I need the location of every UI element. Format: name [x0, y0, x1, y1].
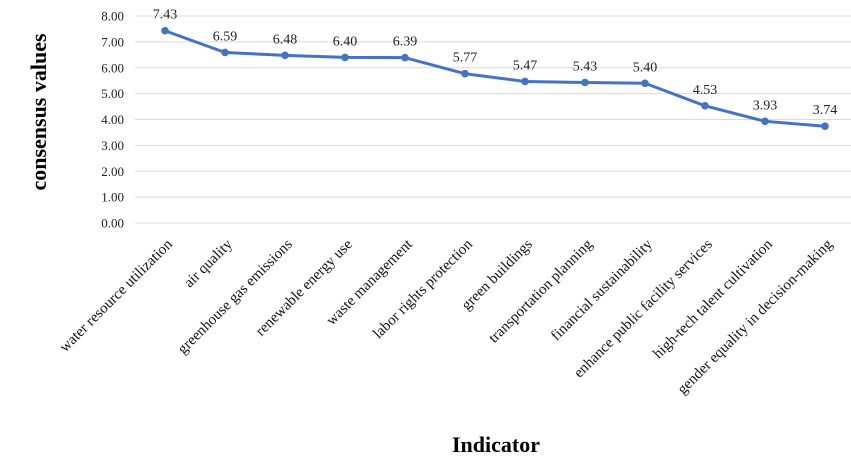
x-tick-label-8: financial sustainability — [548, 236, 656, 344]
y-tick-label-1: 1.00 — [101, 190, 124, 205]
data-point-9 — [701, 101, 709, 110]
series-line — [164, 29, 826, 128]
data-point-1 — [221, 48, 229, 57]
y-tick-label-4: 4.00 — [101, 112, 124, 127]
x-axis-category-labels: water resource utilization air qualitygre… — [57, 236, 836, 398]
data-label-5: 5.77 — [453, 51, 478, 66]
data-label-7: 5.43 — [573, 59, 598, 74]
data-point-8 — [641, 79, 649, 88]
y-tick-label-3: 3.00 — [101, 138, 124, 153]
data-label-3: 6.40 — [333, 34, 358, 49]
data-labels: 7.43 6.59 6.48 6.40 6.39 5.77 5.47 5.43 5.40 4.53… — [153, 8, 838, 118]
y-tick-label-6: 6.00 — [101, 60, 124, 75]
y-tick-label-7: 7.00 — [101, 34, 124, 49]
data-label-4: 6.39 — [393, 35, 418, 50]
data-point-4 — [401, 53, 409, 62]
x-tick-label-0: water resource utilization — [57, 236, 176, 355]
y-tick-label-0: 0.00 — [101, 216, 124, 231]
y-tick-label-2: 2.00 — [101, 164, 124, 179]
data-points — [161, 26, 829, 131]
y-axis-ticks: 0.00 1.00 2.00 3.00 4.00 5.00 6.00 7.00 8.00 — [101, 9, 124, 231]
data-label-6: 5.47 — [513, 58, 538, 73]
data-label-11: 3.74 — [813, 103, 838, 118]
data-point-6 — [521, 77, 529, 86]
series-line-layer — [164, 29, 826, 128]
data-point-2 — [281, 51, 289, 60]
x-tick-label-10: high-tech talent cultivation — [650, 236, 776, 362]
x-tick-label-2: greenhouse gas emissions — [175, 236, 296, 357]
x-tick-label-7: transportation planning — [486, 236, 596, 346]
data-point-7 — [581, 78, 589, 87]
data-point-0 — [161, 26, 169, 35]
x-axis-title: Indicator — [452, 432, 540, 457]
gridlines — [135, 15, 851, 224]
data-label-0: 7.43 — [153, 8, 178, 23]
data-label-2: 6.48 — [273, 32, 298, 47]
data-label-1: 6.59 — [213, 29, 238, 44]
x-tick-label-5: labor rights protection — [370, 236, 476, 342]
y-tick-label-8: 8.00 — [101, 9, 124, 24]
data-label-9: 4.53 — [693, 83, 718, 98]
data-label-8: 5.40 — [633, 60, 658, 75]
y-tick-label-5: 5.00 — [101, 86, 124, 101]
x-tick-label-1: air quality — [181, 236, 236, 291]
data-point-5 — [461, 69, 469, 78]
data-point-3 — [341, 53, 349, 62]
data-point-11 — [821, 122, 829, 131]
data-label-10: 3.93 — [753, 98, 778, 113]
data-point-10 — [761, 117, 769, 126]
y-axis-title: consensus values — [26, 33, 51, 191]
